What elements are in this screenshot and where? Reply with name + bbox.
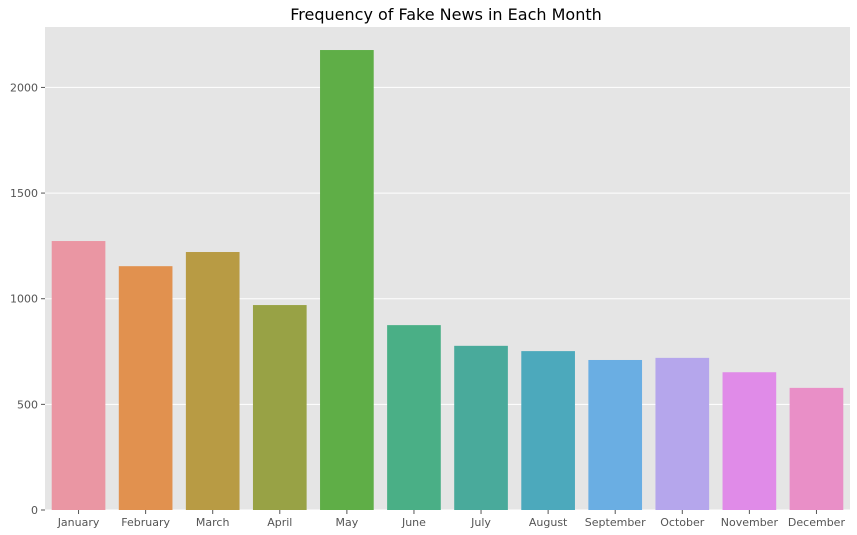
x-tick-label: March bbox=[196, 516, 230, 529]
bar-november bbox=[722, 372, 777, 510]
bar-september bbox=[588, 359, 643, 510]
bar-february bbox=[118, 266, 173, 510]
bar-march bbox=[185, 252, 240, 510]
y-tick-label: 0 bbox=[31, 504, 38, 517]
y-tick-label: 1000 bbox=[10, 293, 38, 306]
bar-october bbox=[655, 357, 710, 510]
bar-july bbox=[454, 345, 508, 510]
gridlines bbox=[45, 86, 850, 511]
x-tick-label: September bbox=[585, 516, 646, 529]
x-tick-label: April bbox=[267, 516, 292, 529]
x-tick-label: December bbox=[788, 516, 846, 529]
bar-april bbox=[252, 305, 307, 510]
bar-june bbox=[387, 325, 441, 510]
bar-december bbox=[789, 387, 844, 510]
bar-may bbox=[320, 50, 374, 510]
plot-area bbox=[45, 27, 850, 510]
x-tick-label: August bbox=[529, 516, 568, 529]
x-tick-label: June bbox=[401, 516, 426, 529]
y-tick-label: 1500 bbox=[10, 187, 38, 200]
x-tick-label: November bbox=[721, 516, 779, 529]
bar-january bbox=[51, 241, 106, 510]
bars bbox=[51, 50, 844, 510]
x-tick-label: January bbox=[57, 516, 100, 529]
x-axis: January February March April May June July Augu… bbox=[57, 510, 846, 529]
x-tick-label: February bbox=[121, 516, 170, 529]
x-tick-label: May bbox=[336, 516, 359, 529]
x-tick-label: July bbox=[470, 516, 491, 529]
x-tick-label: October bbox=[660, 516, 704, 529]
y-tick-label: 2000 bbox=[10, 81, 38, 94]
y-tick-label: 500 bbox=[17, 398, 38, 411]
chart-title: Frequency of Fake News in Each Month bbox=[290, 5, 602, 24]
y-axis: 0 500 1000 1500 2000 bbox=[10, 81, 45, 517]
bar-august bbox=[521, 351, 575, 510]
